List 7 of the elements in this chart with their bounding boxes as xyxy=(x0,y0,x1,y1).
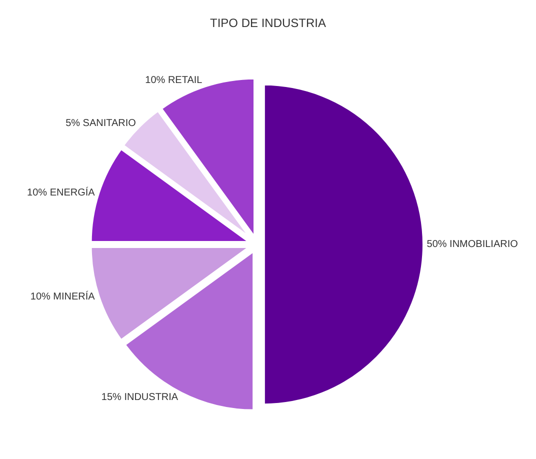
slice-label: 50% INMOBILIARIO xyxy=(426,239,518,250)
slice-label: 10% ENERGÍA xyxy=(27,186,96,198)
slice-label: 15% INDUSTRIA xyxy=(101,392,178,404)
slice-label: 10% MINERÍA xyxy=(30,290,96,303)
chart-title: TIPO DE INDUSTRIA xyxy=(210,16,326,30)
slice-label: 5% SANITARIO xyxy=(66,118,136,130)
slice-label: 10% RETAIL xyxy=(145,75,203,86)
